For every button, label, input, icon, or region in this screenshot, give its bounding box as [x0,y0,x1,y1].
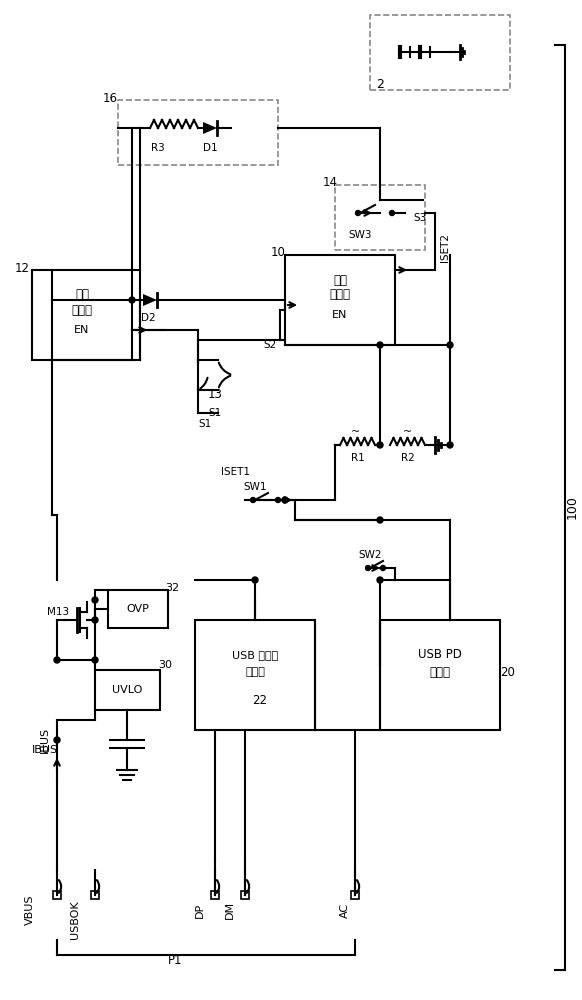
Bar [380,620,500,730]
Text: 升压: 升压 [75,288,89,302]
Text: 控制器: 控制器 [430,666,450,678]
Text: EN: EN [74,325,90,335]
Bar [32,270,132,360]
Text: USB PD: USB PD [418,648,462,662]
Circle shape [377,442,383,448]
Text: 30: 30 [158,660,172,670]
Text: 检测器: 检测器 [245,667,265,677]
Circle shape [356,211,360,216]
Circle shape [54,657,60,663]
Text: 100: 100 [566,495,579,519]
Text: R2: R2 [401,453,415,463]
Bar [370,15,510,90]
Text: 32: 32 [165,583,179,593]
Circle shape [252,577,258,583]
Circle shape [282,497,288,503]
Bar [91,891,99,899]
Bar [351,891,359,899]
Text: R1: R1 [351,453,365,463]
Bar [211,891,219,899]
Text: OVP: OVP [126,604,150,614]
Text: UVLO: UVLO [112,685,142,695]
Circle shape [447,342,453,348]
Text: D2: D2 [141,313,155,323]
Circle shape [365,566,371,570]
Circle shape [389,211,395,216]
Text: S3: S3 [413,213,427,223]
Text: SW2: SW2 [359,550,382,560]
Bar [195,620,315,730]
Bar [285,255,395,345]
Text: USB 充电器: USB 充电器 [232,650,278,660]
Polygon shape [203,122,217,134]
Bar [95,670,160,710]
Text: AC: AC [340,902,350,918]
Text: DP: DP [195,902,205,918]
Circle shape [447,442,453,448]
Text: ~: ~ [403,427,413,437]
Text: 12: 12 [15,261,30,274]
Text: 充电器: 充电器 [72,304,93,316]
Text: IBUS: IBUS [40,727,50,753]
Text: 20: 20 [501,666,516,678]
Circle shape [92,657,98,663]
Text: 充电器: 充电器 [329,288,350,302]
Text: S2: S2 [264,340,276,350]
Bar [241,891,249,899]
Text: 2: 2 [376,79,384,92]
Text: 22: 22 [253,694,268,706]
Text: IBUS: IBUS [32,745,58,755]
Text: R3: R3 [151,143,165,153]
Circle shape [377,342,383,348]
Text: SW1: SW1 [243,482,267,492]
Text: D1: D1 [203,143,217,153]
Text: EN: EN [332,310,347,320]
Text: ~: ~ [350,427,360,437]
Text: DM: DM [225,901,235,919]
Text: S1: S1 [208,408,222,418]
Circle shape [381,566,385,570]
Text: ISET2: ISET2 [440,233,450,262]
Circle shape [92,617,98,623]
Text: S1: S1 [198,419,212,429]
Circle shape [377,517,383,523]
Bar [53,891,61,899]
Text: M13: M13 [47,607,69,617]
Text: SW3: SW3 [348,230,372,240]
Circle shape [92,597,98,603]
Circle shape [250,497,255,502]
Text: P1: P1 [168,954,182,966]
Circle shape [377,577,383,583]
Circle shape [275,497,281,502]
Circle shape [129,297,135,303]
Text: 13: 13 [208,388,222,401]
Text: 16: 16 [102,92,118,104]
Bar [118,100,278,165]
Text: USBOK: USBOK [70,901,80,939]
Text: VBUS: VBUS [25,895,35,925]
Circle shape [54,737,60,743]
Text: 10: 10 [271,246,285,259]
Text: 降压: 降压 [333,273,347,286]
Bar [335,185,425,250]
Text: ISET1: ISET1 [221,467,250,477]
Bar [108,590,168,628]
Text: 14: 14 [322,176,338,190]
Polygon shape [143,294,157,306]
